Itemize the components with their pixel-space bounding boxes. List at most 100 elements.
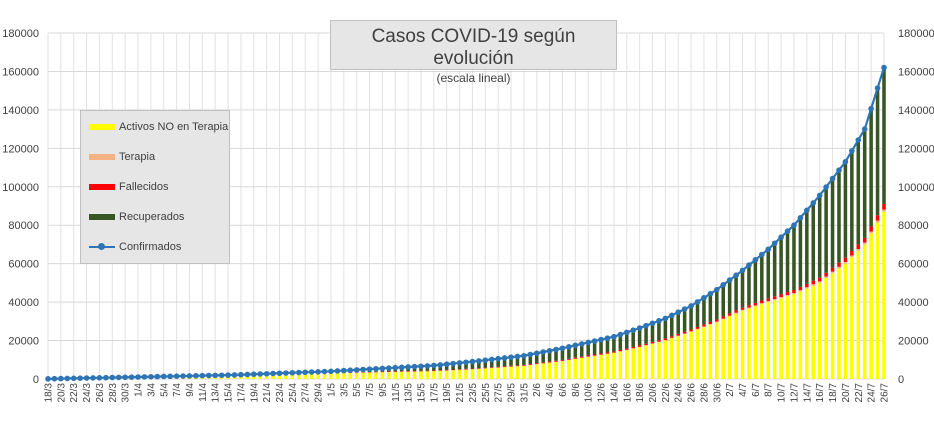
bar-terapia (727, 315, 732, 317)
bar-fallecidos (682, 331, 687, 334)
y-tick-label-right: 100000 (898, 182, 934, 194)
bar-activos (843, 263, 848, 379)
bar-recuperados (862, 129, 867, 238)
confirmados-point (804, 207, 810, 214)
confirmados-point (103, 374, 109, 381)
confirmados-point (347, 367, 354, 374)
bar-recuperados (534, 353, 539, 364)
confirmados-point (855, 137, 862, 143)
legend: Activos NO en Terapia Terapia Fallecidos… (80, 110, 230, 264)
confirmados-point (392, 364, 399, 371)
x-axis: 18/3 20/3 22/3 24/3 26/3 28/3 30/3 1/4 3/4 5/4 7/4… (44, 383, 891, 403)
confirmados-point (707, 290, 714, 297)
bar-terapia (682, 333, 687, 335)
confirmados-point (244, 371, 251, 378)
bar-activos (528, 365, 533, 379)
bar-activos (605, 354, 610, 379)
bar-activos (682, 334, 687, 379)
bar-terapia (811, 284, 816, 286)
bar-activos (760, 304, 764, 379)
bar-fallecidos (567, 358, 571, 360)
confirmados-point (77, 375, 83, 381)
bar-activos (657, 342, 661, 379)
legend-item-activos: Activos NO en Terapia (89, 119, 228, 135)
bar-fallecidos (444, 369, 449, 371)
bar-activos (393, 372, 398, 379)
bar-recuperados (740, 270, 745, 308)
confirmados-point (257, 371, 264, 377)
bar-terapia (882, 209, 886, 212)
bar-activos (753, 306, 758, 379)
bar-terapia (760, 303, 764, 305)
bar-recuperados (708, 293, 713, 322)
confirmados-point (405, 364, 411, 370)
legend-label-recuperados: Recuperados (119, 211, 185, 223)
bar-activos (727, 316, 732, 379)
confirmados-point (308, 369, 315, 375)
bar-activos (509, 366, 513, 379)
confirmados-point (540, 349, 546, 355)
x-tick-label: 26/7 (880, 383, 891, 403)
confirmados-point (334, 368, 341, 374)
confirmados-point (874, 85, 881, 91)
bar-activos (380, 372, 385, 379)
bar-recuperados (798, 217, 803, 287)
confirmados-point (366, 366, 373, 372)
bar-activos (367, 372, 372, 379)
bar-recuperados (586, 342, 590, 356)
bar-activos (309, 373, 314, 379)
confirmados-point (784, 228, 791, 235)
bar-fallecidos (843, 257, 848, 262)
confirmados-point (739, 267, 746, 274)
bar-activos (496, 367, 500, 379)
confirmados-point (636, 325, 643, 331)
confirmados-point (881, 64, 887, 71)
confirmados-point (341, 367, 347, 374)
bar-recuperados (785, 231, 790, 293)
confirmados-point (115, 374, 122, 381)
y-tick-label-left: 20000 (8, 336, 39, 348)
confirmados-point (720, 282, 727, 288)
bar-recuperados (753, 259, 758, 303)
confirmados-point (823, 184, 829, 190)
bar-activos (252, 375, 256, 379)
confirmados-point (463, 359, 469, 366)
confirmados-point (791, 222, 797, 229)
bar-activos (715, 322, 719, 379)
bar-recuperados (670, 315, 674, 337)
bar-fallecidos (727, 313, 732, 316)
confirmados-point (450, 360, 456, 367)
bar-terapia (869, 231, 873, 234)
confirmados-point (148, 373, 154, 380)
x-tick-label: 2/6 (532, 383, 543, 397)
bar-fallecidos (605, 352, 610, 354)
confirmados-point (476, 358, 482, 364)
confirmados-point (173, 373, 180, 379)
bar-fallecidos (882, 203, 886, 210)
confirmados-point (521, 352, 527, 359)
confirmados-point (604, 335, 611, 341)
confirmados-point (321, 368, 328, 375)
bar-activos (489, 368, 494, 379)
x-tick-label: 2/7 (725, 383, 736, 397)
confirmados-point (617, 331, 624, 338)
legend-swatch-terapia (89, 154, 115, 160)
bar-activos (425, 371, 430, 379)
x-tick-label: 13/5 (404, 383, 415, 403)
bar-activos (554, 361, 558, 379)
x-tick-label: 27/4 (301, 383, 312, 403)
confirmados-point (649, 320, 656, 327)
confirmados-point (128, 374, 135, 380)
confirmados-point (688, 303, 694, 309)
y-tick-label-left: 40000 (8, 297, 39, 309)
bar-terapia (747, 307, 751, 309)
confirmados-point (668, 312, 675, 319)
bar-terapia (862, 242, 867, 245)
y-tick-label-right: 80000 (898, 220, 929, 232)
bar-activos (297, 374, 301, 379)
confirmados-point (527, 351, 534, 358)
confirmados-point (51, 375, 58, 382)
confirmados-point (437, 362, 444, 368)
confirmados-point (250, 371, 257, 378)
confirmados-point (270, 370, 276, 377)
